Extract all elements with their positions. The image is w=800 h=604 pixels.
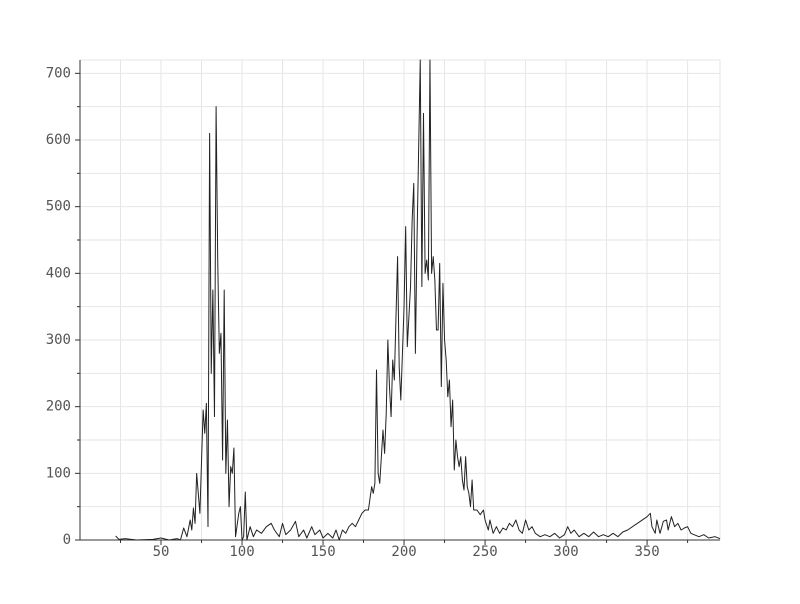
y-tick-label: 400 bbox=[46, 265, 71, 281]
y-tick-label: 0 bbox=[63, 532, 71, 548]
x-tick-label: 250 bbox=[472, 544, 497, 560]
x-tick-label: 150 bbox=[310, 544, 335, 560]
x-tick-label: 350 bbox=[634, 544, 659, 560]
y-tick-label: 300 bbox=[46, 332, 71, 348]
y-tick-label: 100 bbox=[46, 465, 71, 481]
plot-frame bbox=[79, 59, 721, 541]
y-tick-label: 500 bbox=[46, 199, 71, 215]
x-tick-label: 200 bbox=[391, 544, 416, 560]
y-tick-label: 200 bbox=[46, 399, 71, 415]
data-line bbox=[115, 59, 721, 541]
y-tick-label: 600 bbox=[46, 132, 71, 148]
y-tick-label: 700 bbox=[46, 65, 71, 81]
x-tick-label: 50 bbox=[153, 544, 170, 560]
x-tick-label: 100 bbox=[229, 544, 254, 560]
x-tick-label: 300 bbox=[553, 544, 578, 560]
